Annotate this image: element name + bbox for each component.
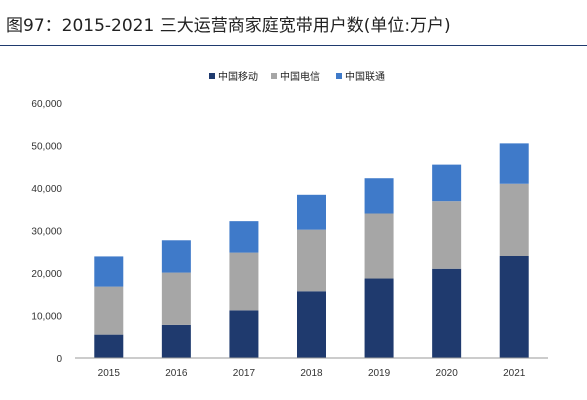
title-bar: 图97：2015-2021 三大运营商家庭宽带用户数(单位:万户) — [0, 0, 587, 46]
x-axis-ticks: 2015 2016 2017 2018 2019 2020 2021 — [98, 368, 526, 379]
bar-segment-2015-1 — [94, 286, 124, 335]
y-tick-label: 50,000 — [31, 142, 62, 153]
bar-segment-2021-2 — [499, 143, 529, 184]
legend-label-2: 中国联通 — [345, 70, 385, 83]
x-tick-label: 2016 — [165, 368, 188, 379]
bar-segment-2018-2 — [297, 194, 326, 230]
chart-title: 图97：2015-2021 三大运营商家庭宽带用户数(单位:万户) — [6, 16, 451, 36]
bar-segment-2019-2 — [364, 178, 394, 214]
x-tick-label: 2020 — [436, 368, 459, 379]
legend-label-0: 中国移动 — [218, 70, 258, 83]
x-tick-label: 2021 — [503, 368, 526, 379]
bar-segment-2015-2 — [94, 256, 124, 287]
x-tick-label: 2018 — [300, 368, 323, 379]
bar-segment-2016-2 — [161, 240, 191, 273]
bar-segment-2015-0 — [94, 334, 124, 358]
bar-segment-2016-1 — [161, 272, 191, 325]
bar-segment-2019-1 — [364, 213, 394, 279]
legend-swatch-2 — [336, 73, 342, 79]
y-axis-ticks: 0 10,000 20,000 30,000 40,000 50,000 60,000 — [31, 99, 62, 365]
bar-segment-2017-2 — [229, 221, 259, 253]
bar-segment-2021-0 — [499, 256, 529, 358]
legend-label-1: 中国电信 — [280, 70, 320, 83]
bar-segment-2016-0 — [161, 324, 191, 358]
bars — [94, 143, 529, 358]
y-tick-label: 10,000 — [31, 312, 62, 323]
bar-segment-2020-0 — [432, 268, 462, 358]
y-tick-label: 20,000 — [31, 269, 62, 280]
y-tick-label: 40,000 — [31, 184, 62, 195]
bar-segment-2020-1 — [432, 201, 462, 269]
y-tick-label: 30,000 — [31, 227, 62, 238]
legend-swatch-0 — [209, 73, 215, 79]
bar-segment-2018-0 — [297, 291, 326, 358]
y-tick-label: 0 — [56, 354, 62, 365]
legend-swatch-1 — [271, 73, 277, 79]
bar-segment-2017-0 — [229, 310, 259, 358]
x-tick-label: 2017 — [233, 368, 256, 379]
x-tick-label: 2019 — [368, 368, 391, 379]
bar-segment-2019-0 — [364, 278, 394, 358]
bar-segment-2021-1 — [499, 183, 529, 256]
y-tick-label: 60,000 — [31, 99, 62, 110]
bar-segment-2018-1 — [297, 229, 326, 292]
legend: 中国移动 中国电信 中国联通 — [209, 70, 385, 83]
x-tick-label: 2015 — [98, 368, 121, 379]
bar-segment-2020-2 — [432, 164, 462, 202]
bar-segment-2017-1 — [229, 252, 259, 311]
